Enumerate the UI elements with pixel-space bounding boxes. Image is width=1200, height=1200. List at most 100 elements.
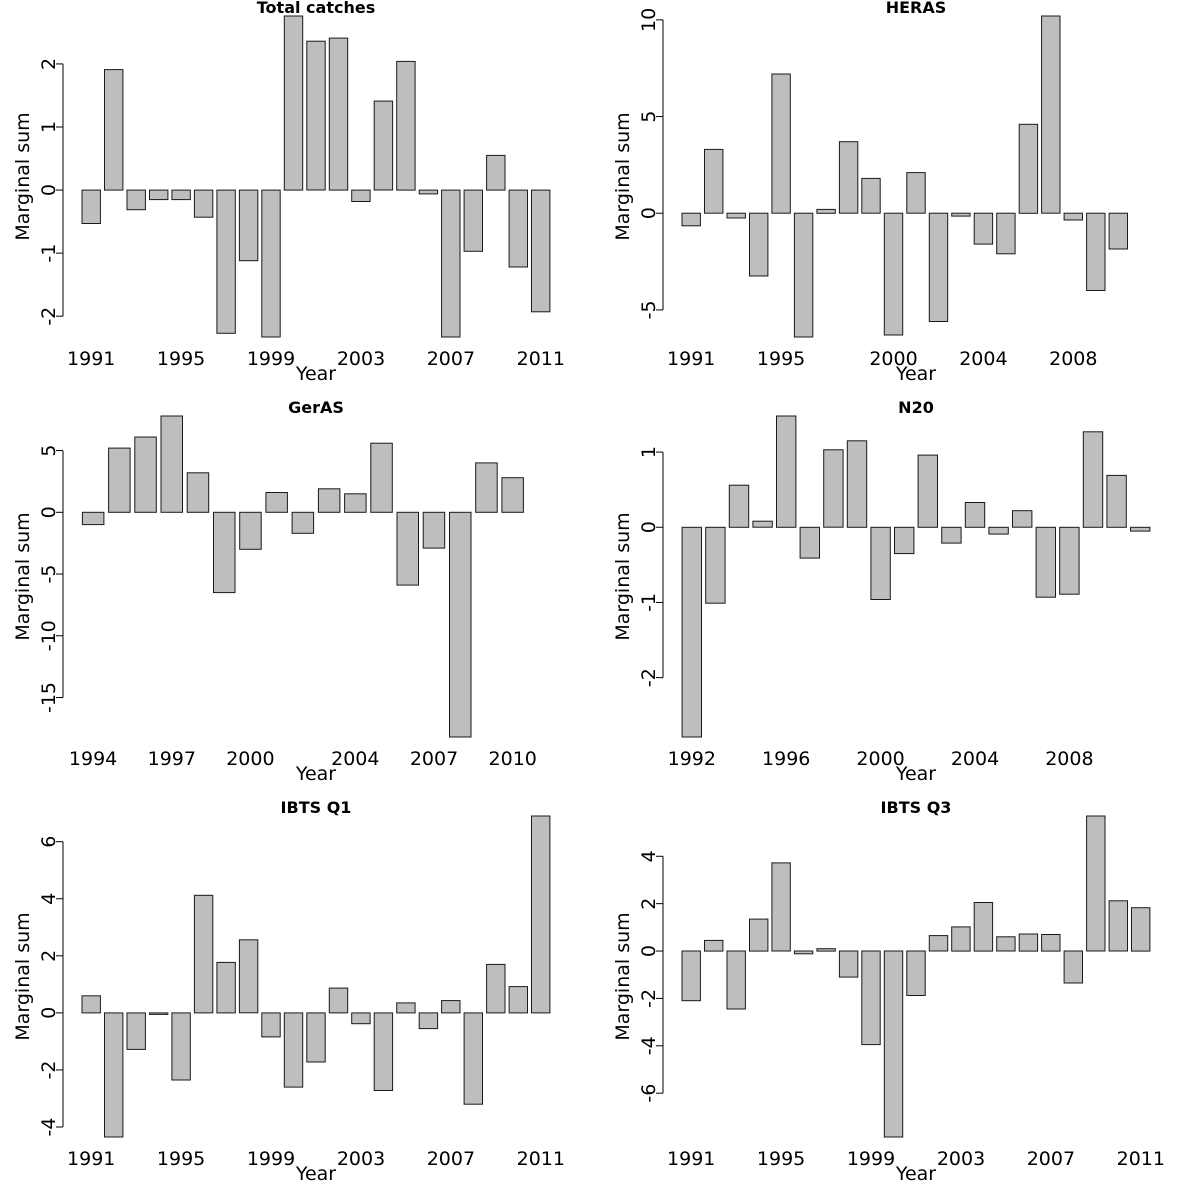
y-tick-label: 0 [38,1007,60,1019]
y-tick-label: 2 [38,950,60,962]
y-axis-label: Marginal sum [612,912,634,1040]
bar-2007 [1041,934,1061,952]
x-tick-label: 2007 [410,748,458,770]
x-tick-label: 2007 [427,348,475,370]
y-tick-label: -5 [38,565,60,584]
bar-1998 [186,472,210,513]
bar-2006 [1018,933,1039,952]
x-tick-label: 1991 [67,1148,115,1170]
bar-1996 [193,894,214,1014]
bar-2003 [351,1012,371,1025]
y-tick-label: -6 [638,1084,660,1103]
y-tick-label: -2 [38,307,60,326]
bar-2006 [418,1012,439,1030]
bar-2001 [306,40,326,191]
bar-1999 [846,440,868,528]
bar-2008 [463,189,484,252]
x-axis-label: Year [295,763,336,785]
bar-2008 [1059,526,1080,595]
bar-2003 [951,212,971,217]
y-tick-label: 1 [638,446,660,458]
bar-1992 [704,148,724,214]
y-axis-label: Marginal sum [612,512,634,640]
bar-1999 [861,950,881,1046]
panel-title: Total catches [257,0,375,17]
bar-2000 [883,950,904,1138]
bar-1994 [149,1012,169,1015]
x-tick-label: 1994 [69,748,117,770]
bar-1995 [752,520,773,528]
y-axis-label: Marginal sum [12,112,34,240]
bar-2003 [941,526,962,544]
bar-2001 [906,950,926,996]
panel-2: -15 -10 -5 0 5 1994 1997 2000 2004 2007 2010 GerAS Y… [12,398,537,785]
bar-1991 [81,995,101,1014]
bar-2009 [1086,815,1106,952]
x-tick-label: 1999 [247,348,295,370]
y-tick-label: 6 [38,836,60,848]
x-axis-label: Year [895,363,936,385]
panel-5: -6 -4 -2 0 2 4 1991 1995 1999 2003 2007 2011 IBTS Q3… [612,798,1165,1185]
y-tick-label: 2 [38,58,60,70]
x-tick-label: 2011 [517,1148,565,1170]
bar-2011 [1131,907,1151,952]
bar-2000 [883,212,904,336]
bar-2011 [531,189,551,313]
x-tick-label: 2000 [869,348,917,370]
panel-title: IBTS Q3 [881,798,952,817]
x-tick-label: 1991 [67,348,115,370]
bar-2005 [996,936,1016,952]
y-tick-label: -4 [38,1118,60,1137]
y-axis-label: Marginal sum [12,912,34,1040]
bar-2008 [1063,950,1083,984]
bar-2003 [351,189,371,203]
bar-1999 [261,1012,281,1038]
panel-title: IBTS Q1 [281,798,352,817]
x-tick-label: 2008 [1049,348,1097,370]
bar-2001 [306,1012,326,1063]
bar-1996 [776,415,797,528]
bar-2007 [1041,15,1061,214]
panel-title: HERAS [886,0,947,17]
bar-2007 [441,1000,461,1014]
bar-2010 [1108,212,1128,250]
bar-1997 [216,189,236,334]
y-tick-label: -2 [38,1060,60,1079]
bar-2005 [370,442,393,513]
bar-2007 [1035,526,1056,598]
bar-2010 [1106,474,1127,528]
bar-2001 [894,526,915,555]
bar-1994 [749,212,769,277]
x-tick-label: 2008 [1045,748,1093,770]
y-tick-label: -5 [638,300,660,319]
bar-2001 [906,172,926,214]
bar-2004 [373,100,394,191]
bar-1996 [134,436,157,513]
y-tick-label: 5 [638,111,660,123]
y-tick-label: 0 [638,945,660,957]
x-tick-label: 2000 [856,748,904,770]
bar-1999 [261,189,281,338]
bar-2006 [396,511,419,586]
bar-2004 [344,493,367,513]
bar-2006 [1018,123,1039,214]
panel-title: GerAS [288,398,344,417]
x-tick-label: 1999 [847,1148,895,1170]
x-axis-label: Year [895,763,936,785]
y-tick-label: 0 [38,184,60,196]
bar-2005 [396,1002,416,1014]
x-axis-label: Year [895,1163,936,1185]
bar-2002 [291,511,315,534]
bar-1993 [126,1012,146,1050]
x-tick-label: 2007 [427,1148,475,1170]
x-tick-label: 1996 [762,748,810,770]
x-tick-label: 1999 [247,1148,295,1170]
x-tick-label: 2000 [226,748,274,770]
bar-1993 [726,212,746,219]
x-axis-label: Year [295,363,336,385]
bar-2005 [396,60,416,191]
bar-1992 [104,1012,124,1138]
bar-2003 [951,926,971,952]
x-tick-label: 2011 [517,348,565,370]
